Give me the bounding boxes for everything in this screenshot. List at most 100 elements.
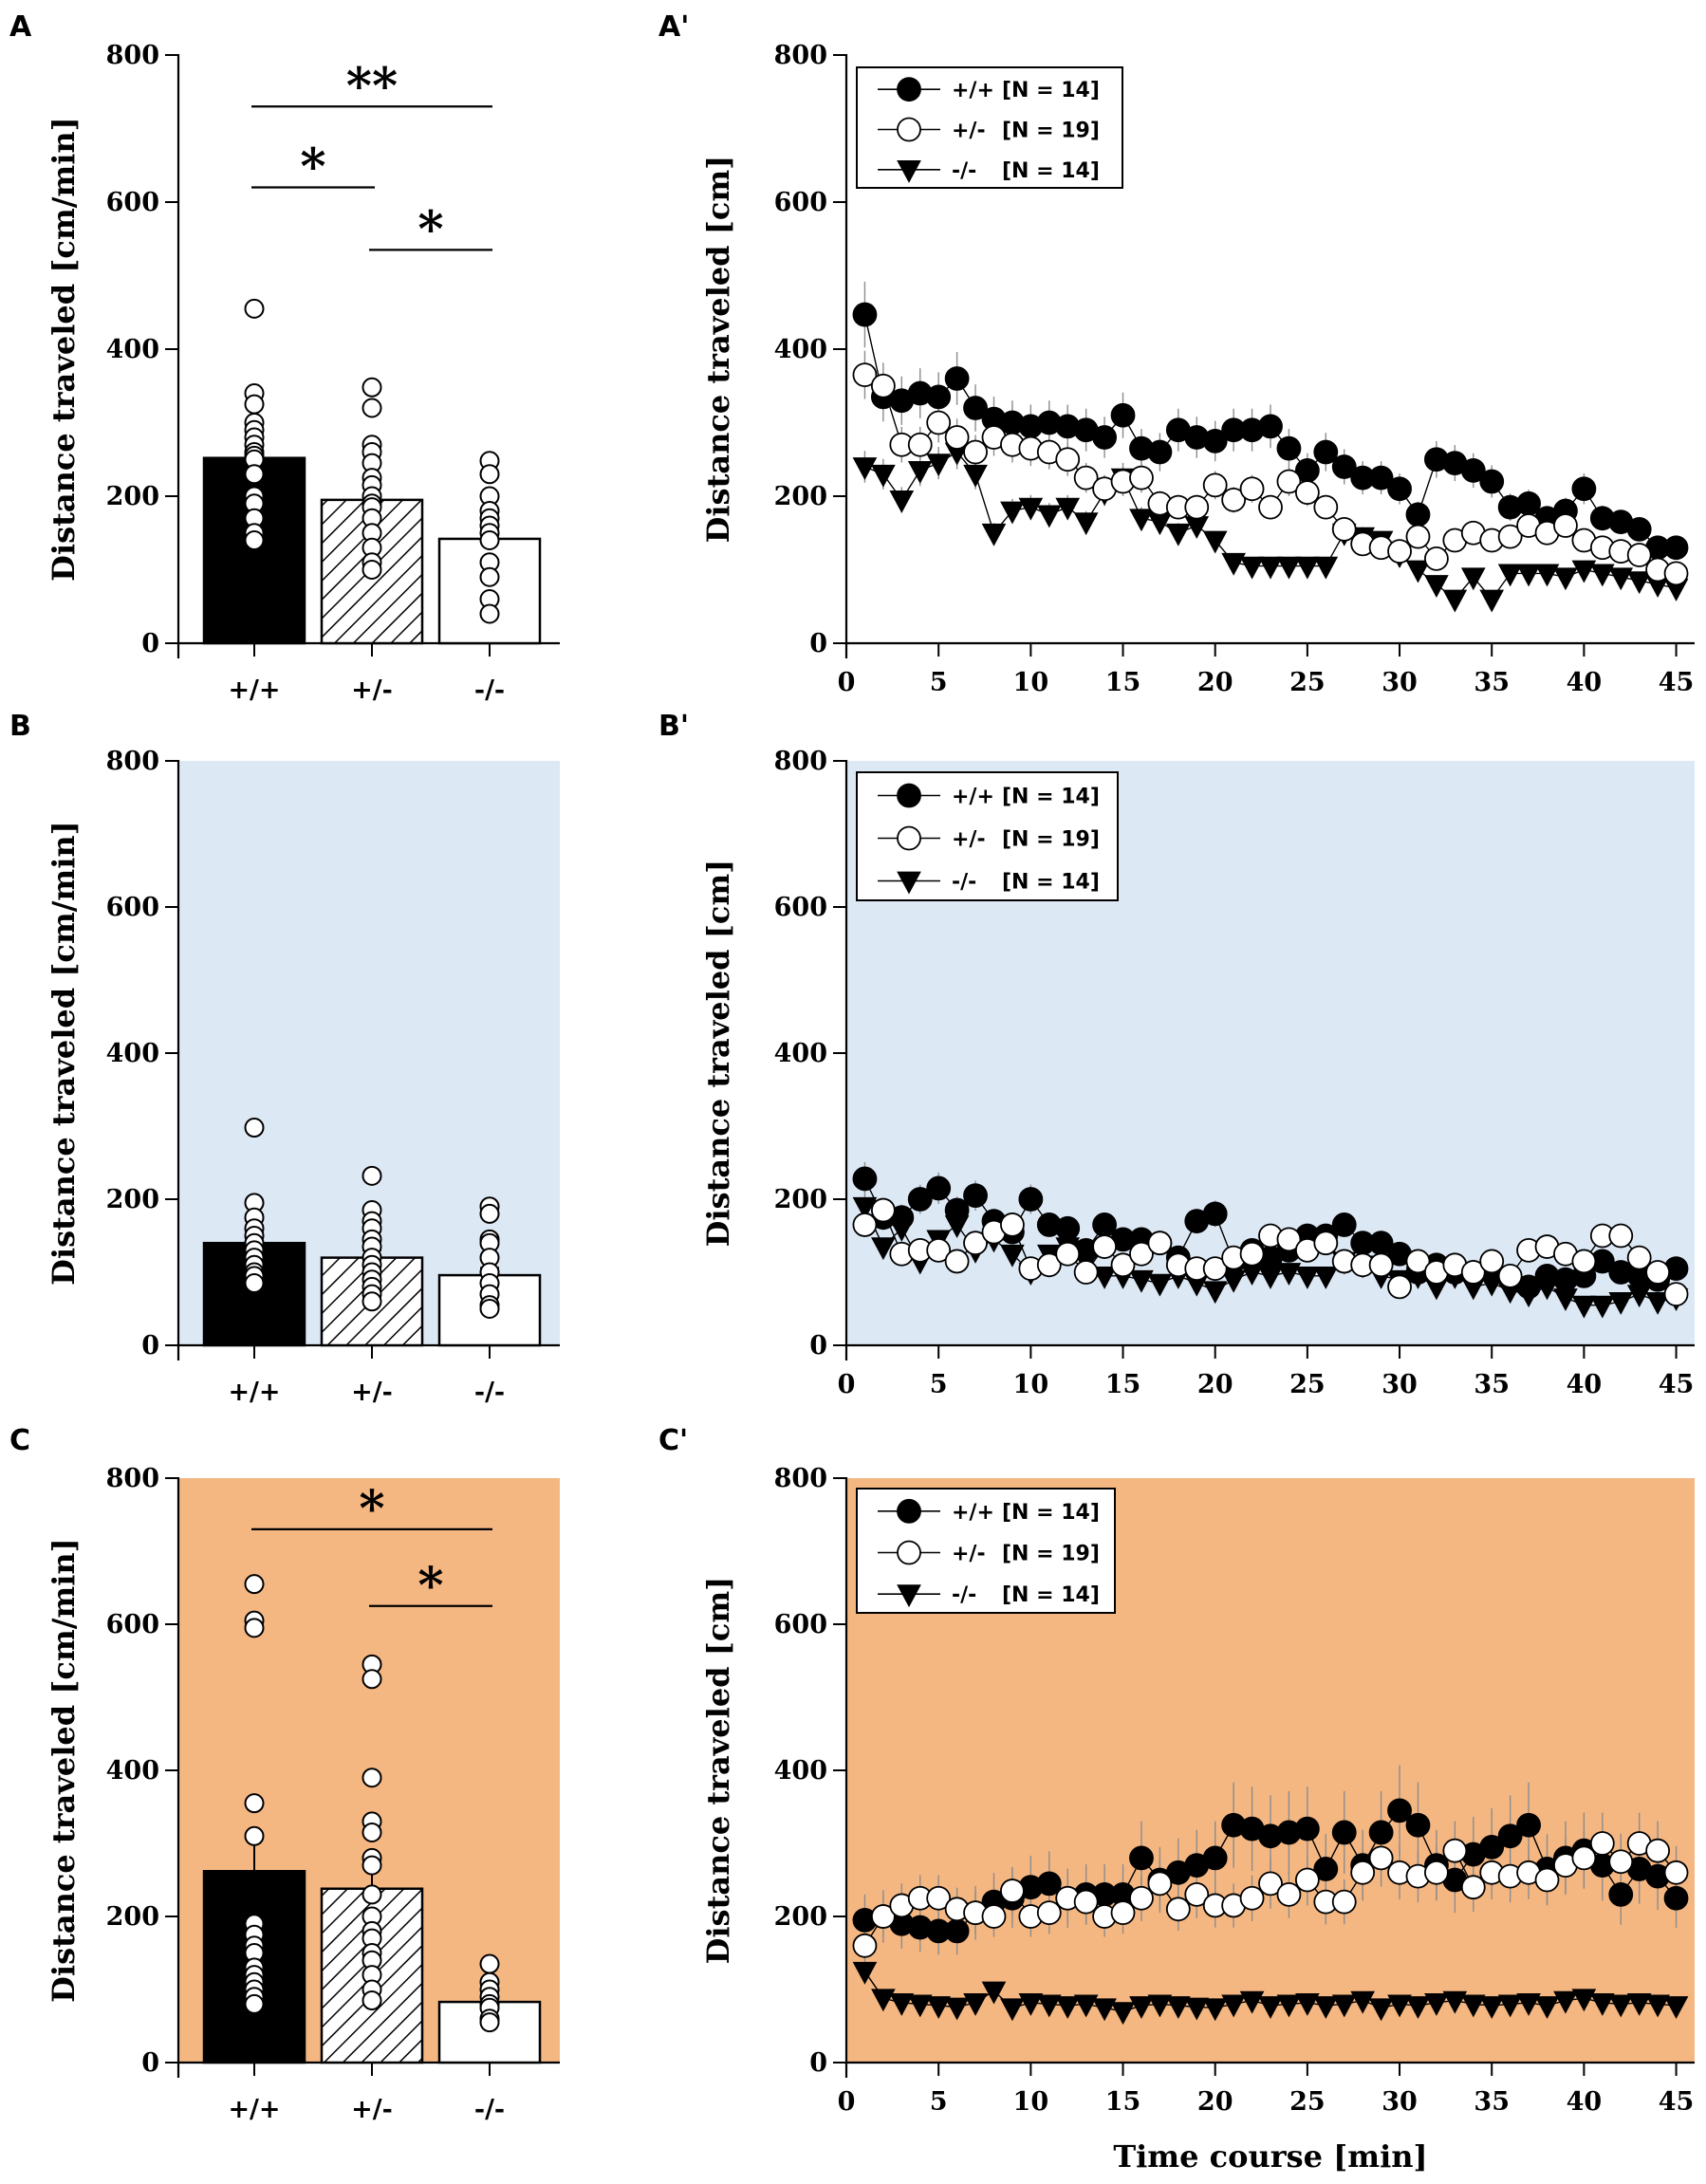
x-tick-label: 40 <box>1567 1370 1603 1399</box>
data-point-heterozygous <box>1534 1867 1560 1893</box>
data-point-heterozygous <box>1202 472 1228 498</box>
x-tick-label: 35 <box>1474 2087 1510 2117</box>
data-point-knockout <box>1589 1295 1615 1319</box>
data-point-heterozygous <box>1497 1263 1523 1288</box>
data-point-knockout <box>1405 1996 1431 2019</box>
data-point-heterozygous <box>1000 1879 1025 1903</box>
data-point-heterozygous <box>1276 1882 1302 1907</box>
data-point-knockout <box>1497 564 1523 587</box>
panel-letter: A' <box>658 10 689 44</box>
data-point-heterozygous <box>1073 1260 1099 1285</box>
y-tick-label: 0 <box>141 629 159 658</box>
data-point-knockout <box>1129 1269 1154 1293</box>
data-point-heterozygous <box>1663 1860 1689 1885</box>
legend-marker <box>897 77 921 102</box>
data-point-knockout <box>1516 1993 1541 2016</box>
data-point-wildtype <box>1663 1885 1689 1911</box>
legend-symbol: +/- <box>952 828 986 852</box>
y-tick-label: 800 <box>774 1464 827 1493</box>
x-tick-label: 5 <box>930 1370 948 1399</box>
y-tick-label: 800 <box>774 747 827 776</box>
data-point-knockout <box>1442 589 1468 613</box>
x-category-label: +/- <box>351 1378 393 1407</box>
data-point-knockout <box>1608 1994 1634 2018</box>
individual-data-point <box>362 377 382 398</box>
legend-symbol: +/+ <box>952 79 994 102</box>
legend-marker <box>897 117 921 142</box>
data-point-knockout <box>1608 1291 1634 1315</box>
y-tick-label: 0 <box>809 2048 827 2078</box>
data-point-heterozygous <box>1626 543 1652 567</box>
x-tick-label: 45 <box>1659 1370 1695 1399</box>
data-point-heterozygous <box>1184 494 1210 520</box>
data-point-knockout <box>1000 1244 1025 1268</box>
significance-marker: * <box>300 139 325 196</box>
legend-count: [N = 14] <box>1002 79 1100 102</box>
data-point-wildtype <box>1018 1187 1044 1212</box>
x-tick-label: 20 <box>1197 668 1233 697</box>
x-tick-label: 25 <box>1289 668 1326 697</box>
data-point-heterozygous <box>1258 1871 1283 1897</box>
data-point-heterozygous <box>1571 1249 1597 1274</box>
data-point-heterozygous <box>1129 465 1154 490</box>
panel-letter: B' <box>658 710 689 743</box>
data-point-wildtype <box>1460 457 1486 483</box>
data-point-knockout <box>1295 1266 1320 1289</box>
legend-symbol: +/+ <box>952 786 994 809</box>
individual-data-point <box>479 530 500 550</box>
data-point-knockout <box>926 453 952 477</box>
data-point-knockout <box>1424 575 1449 599</box>
data-point-knockout <box>1331 1994 1357 2018</box>
individual-data-point <box>244 394 265 415</box>
data-point-heterozygous <box>1645 1838 1671 1863</box>
x-tick-label: 30 <box>1381 668 1418 697</box>
data-point-heterozygous <box>1626 1245 1652 1270</box>
legend-symbol: +/- <box>952 120 986 143</box>
data-point-heterozygous <box>1663 561 1689 586</box>
legend-marker <box>897 1498 921 1524</box>
data-point-wildtype <box>1202 1845 1228 1871</box>
data-point-wildtype <box>1147 439 1173 465</box>
data-point-knockout <box>1645 1291 1670 1315</box>
legend-symbol: +/+ <box>952 1501 994 1525</box>
data-point-wildtype <box>1331 454 1357 479</box>
y-tick-label: 200 <box>774 1185 827 1214</box>
data-point-knockout <box>1276 556 1302 580</box>
data-point-wildtype <box>1036 1871 1062 1897</box>
data-point-heterozygous <box>944 425 970 450</box>
y-tick-label: 600 <box>106 188 159 217</box>
legend-marker <box>897 1584 921 1608</box>
data-point-heterozygous <box>1313 1231 1339 1256</box>
data-point-wildtype <box>907 1187 933 1212</box>
y-tick-label: 200 <box>774 1902 827 1932</box>
data-point-knockout <box>1239 1990 1265 2014</box>
data-point-heterozygous <box>1294 480 1320 506</box>
data-point-knockout <box>1295 556 1320 580</box>
data-point-knockout <box>944 1997 970 2021</box>
data-point-knockout <box>1460 1994 1486 2018</box>
data-point-wildtype <box>1479 469 1505 494</box>
data-point-wildtype <box>1276 435 1302 461</box>
data-point-knockout <box>907 461 933 484</box>
data-point-knockout <box>1571 1295 1597 1319</box>
data-point-heterozygous <box>1129 1885 1154 1911</box>
y-tick-label: 400 <box>106 335 159 364</box>
data-point-knockout <box>1479 1996 1505 2019</box>
x-tick-label: 45 <box>1659 668 1695 697</box>
data-point-wildtype <box>1055 1215 1081 1241</box>
data-point-wildtype <box>1608 1882 1634 1907</box>
data-point-knockout <box>1221 552 1246 576</box>
data-point-knockout <box>1295 1993 1320 2016</box>
panel-b-prime-time-course: B' 0 200 400 600 800 Distance traveled [cm] 0 5 1… <box>658 710 1695 1399</box>
data-point-heterozygous <box>1036 1252 1062 1278</box>
individual-data-point <box>244 1793 265 1814</box>
data-point-wildtype <box>852 1166 878 1192</box>
data-point-knockout <box>1018 1993 1044 2016</box>
data-point-heterozygous <box>1184 1882 1210 1907</box>
data-point-wildtype <box>963 396 988 420</box>
data-point-knockout <box>889 1993 915 2016</box>
data-point-knockout <box>852 1961 878 1985</box>
y-axis-title: Distance traveled [cm] <box>700 156 736 544</box>
data-point-wildtype <box>1516 1274 1541 1300</box>
